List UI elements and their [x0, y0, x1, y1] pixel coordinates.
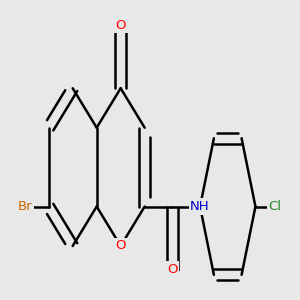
Text: NH: NH [190, 200, 210, 213]
Text: Cl: Cl [268, 200, 281, 213]
Text: O: O [116, 239, 126, 253]
Text: O: O [167, 263, 178, 276]
Text: O: O [116, 19, 126, 32]
Text: Br: Br [18, 200, 32, 213]
